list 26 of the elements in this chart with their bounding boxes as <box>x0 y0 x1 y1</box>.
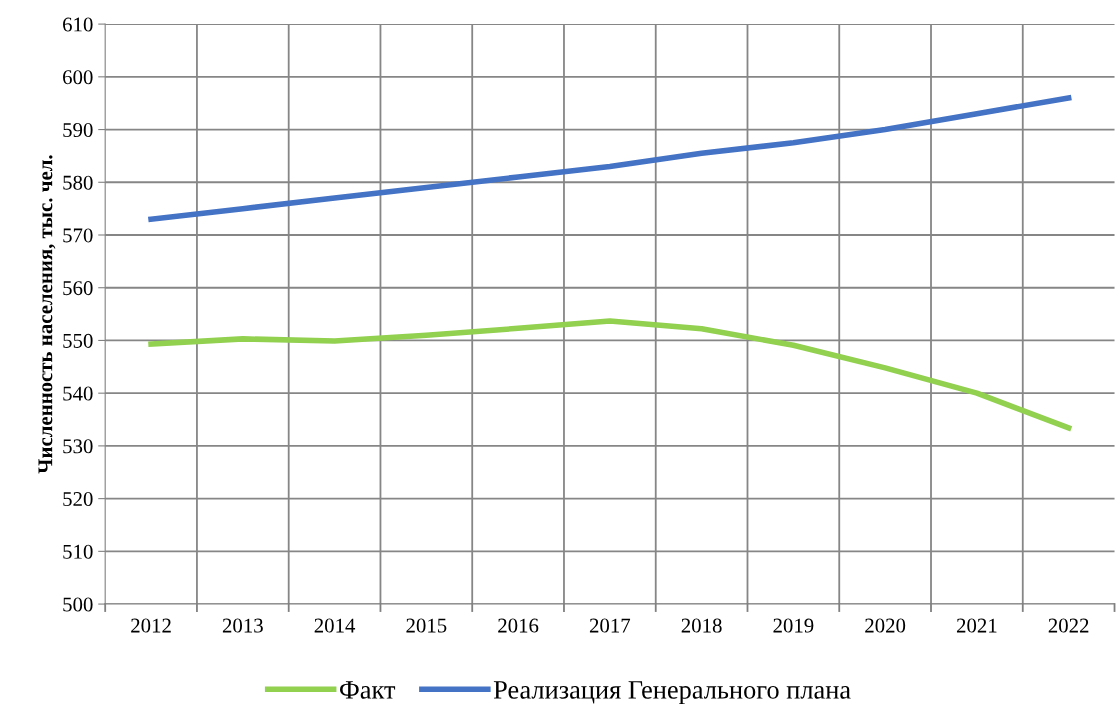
x-tick-label: 2015 <box>406 618 447 633</box>
y-tick-label: 510 <box>63 544 93 559</box>
y-tick-label: 610 <box>63 17 93 32</box>
y-tick-label: 550 <box>63 333 93 348</box>
legend-label: Реализация Генерального плана <box>493 681 851 705</box>
x-tick-label: 2014 <box>314 618 356 633</box>
y-tick-label: 580 <box>63 175 93 190</box>
y-tick-label: 530 <box>63 439 93 454</box>
x-tick-label: 2013 <box>222 618 263 633</box>
x-tick-label: 2022 <box>1048 618 1089 633</box>
y-tick-label: 500 <box>63 597 93 612</box>
y-tick-label: 600 <box>63 70 93 85</box>
y-tick-label: 570 <box>63 228 93 243</box>
x-tick-label: 2019 <box>773 618 814 633</box>
x-tick-label: 2012 <box>131 618 171 633</box>
y-axis-title: Численность населения, тыс. чел. <box>38 155 56 474</box>
y-tick-label: 590 <box>63 122 93 137</box>
y-tick-label: 540 <box>63 386 93 401</box>
x-tick-label: 2018 <box>681 618 722 633</box>
x-tick-label: 2017 <box>589 618 631 633</box>
y-tick-label: 520 <box>63 491 93 507</box>
x-tick-label: 2020 <box>865 618 906 633</box>
x-tick-label: 2016 <box>498 618 539 633</box>
x-tick-label: 2021 <box>956 618 997 633</box>
y-tick-label: 560 <box>63 281 93 296</box>
legend-label: Факт <box>340 681 396 699</box>
